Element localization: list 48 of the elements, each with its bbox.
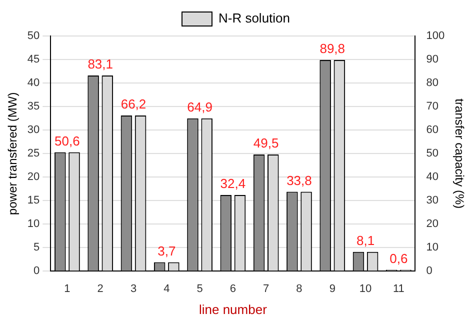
- y2-tick-label: 60: [426, 124, 438, 136]
- text: 50,6: [54, 133, 80, 148]
- y2-tick-label: 30: [426, 194, 438, 207]
- y-tick-label: 30: [27, 124, 40, 136]
- y2-tick-label: 100: [426, 30, 445, 42]
- y-tick-label: 5: [34, 242, 40, 254]
- y2-tick-label: 10: [426, 242, 438, 254]
- legend-label: N-R solution: [218, 10, 290, 26]
- x-tick-label: 1: [64, 282, 70, 295]
- text: 64,9: [187, 99, 212, 114]
- y2-tick-label: 90: [426, 54, 438, 66]
- y2-axis-title: transfer capacity (%): [452, 98, 466, 209]
- x-tick-label: 3: [130, 282, 137, 295]
- x-tick-label: 2: [97, 282, 104, 295]
- y-tick-label: 50: [27, 30, 40, 42]
- y-tick-label: 25: [27, 148, 40, 160]
- text: 0,6: [390, 250, 408, 266]
- text: 3,7: [158, 243, 176, 258]
- x-tick-label: 11: [392, 282, 404, 295]
- x-axis-title: line number: [198, 302, 268, 317]
- x-tick-label: 4: [164, 282, 170, 295]
- x-tick-label: 7: [263, 282, 270, 295]
- y2-tick-label: 50: [426, 148, 438, 160]
- text: 49,5: [253, 136, 279, 151]
- x-tick-label: 6: [230, 282, 236, 295]
- y-tick-label: 10: [27, 218, 40, 230]
- text: 83,1: [88, 56, 114, 72]
- text: 8,1: [356, 232, 375, 248]
- text: 32,4: [220, 176, 246, 192]
- y-tick-label: 40: [27, 77, 40, 90]
- y-tick-label: 35: [27, 100, 40, 113]
- y-tick-label: 0: [34, 265, 40, 278]
- y2-tick-label: 40: [426, 171, 438, 184]
- text: 33,8: [286, 172, 312, 188]
- y-tick-label: 45: [27, 54, 40, 66]
- y2-tick-label: 0: [426, 265, 432, 278]
- y-tick-label: 20: [27, 171, 40, 184]
- y-axis-title: power transfered (MW): [6, 92, 20, 215]
- x-tick-label: 9: [329, 282, 336, 295]
- y2-tick-label: 20: [426, 218, 438, 230]
- text: 89,8: [320, 41, 346, 56]
- y2-tick-label: 80: [426, 77, 438, 90]
- y2-tick-label: 70: [426, 100, 438, 113]
- x-tick-label: 5: [196, 282, 203, 295]
- x-tick-label: 10: [359, 282, 372, 295]
- x-tick-label: 8: [296, 282, 302, 295]
- y-tick-label: 15: [27, 194, 40, 207]
- text: 66,2: [120, 96, 146, 112]
